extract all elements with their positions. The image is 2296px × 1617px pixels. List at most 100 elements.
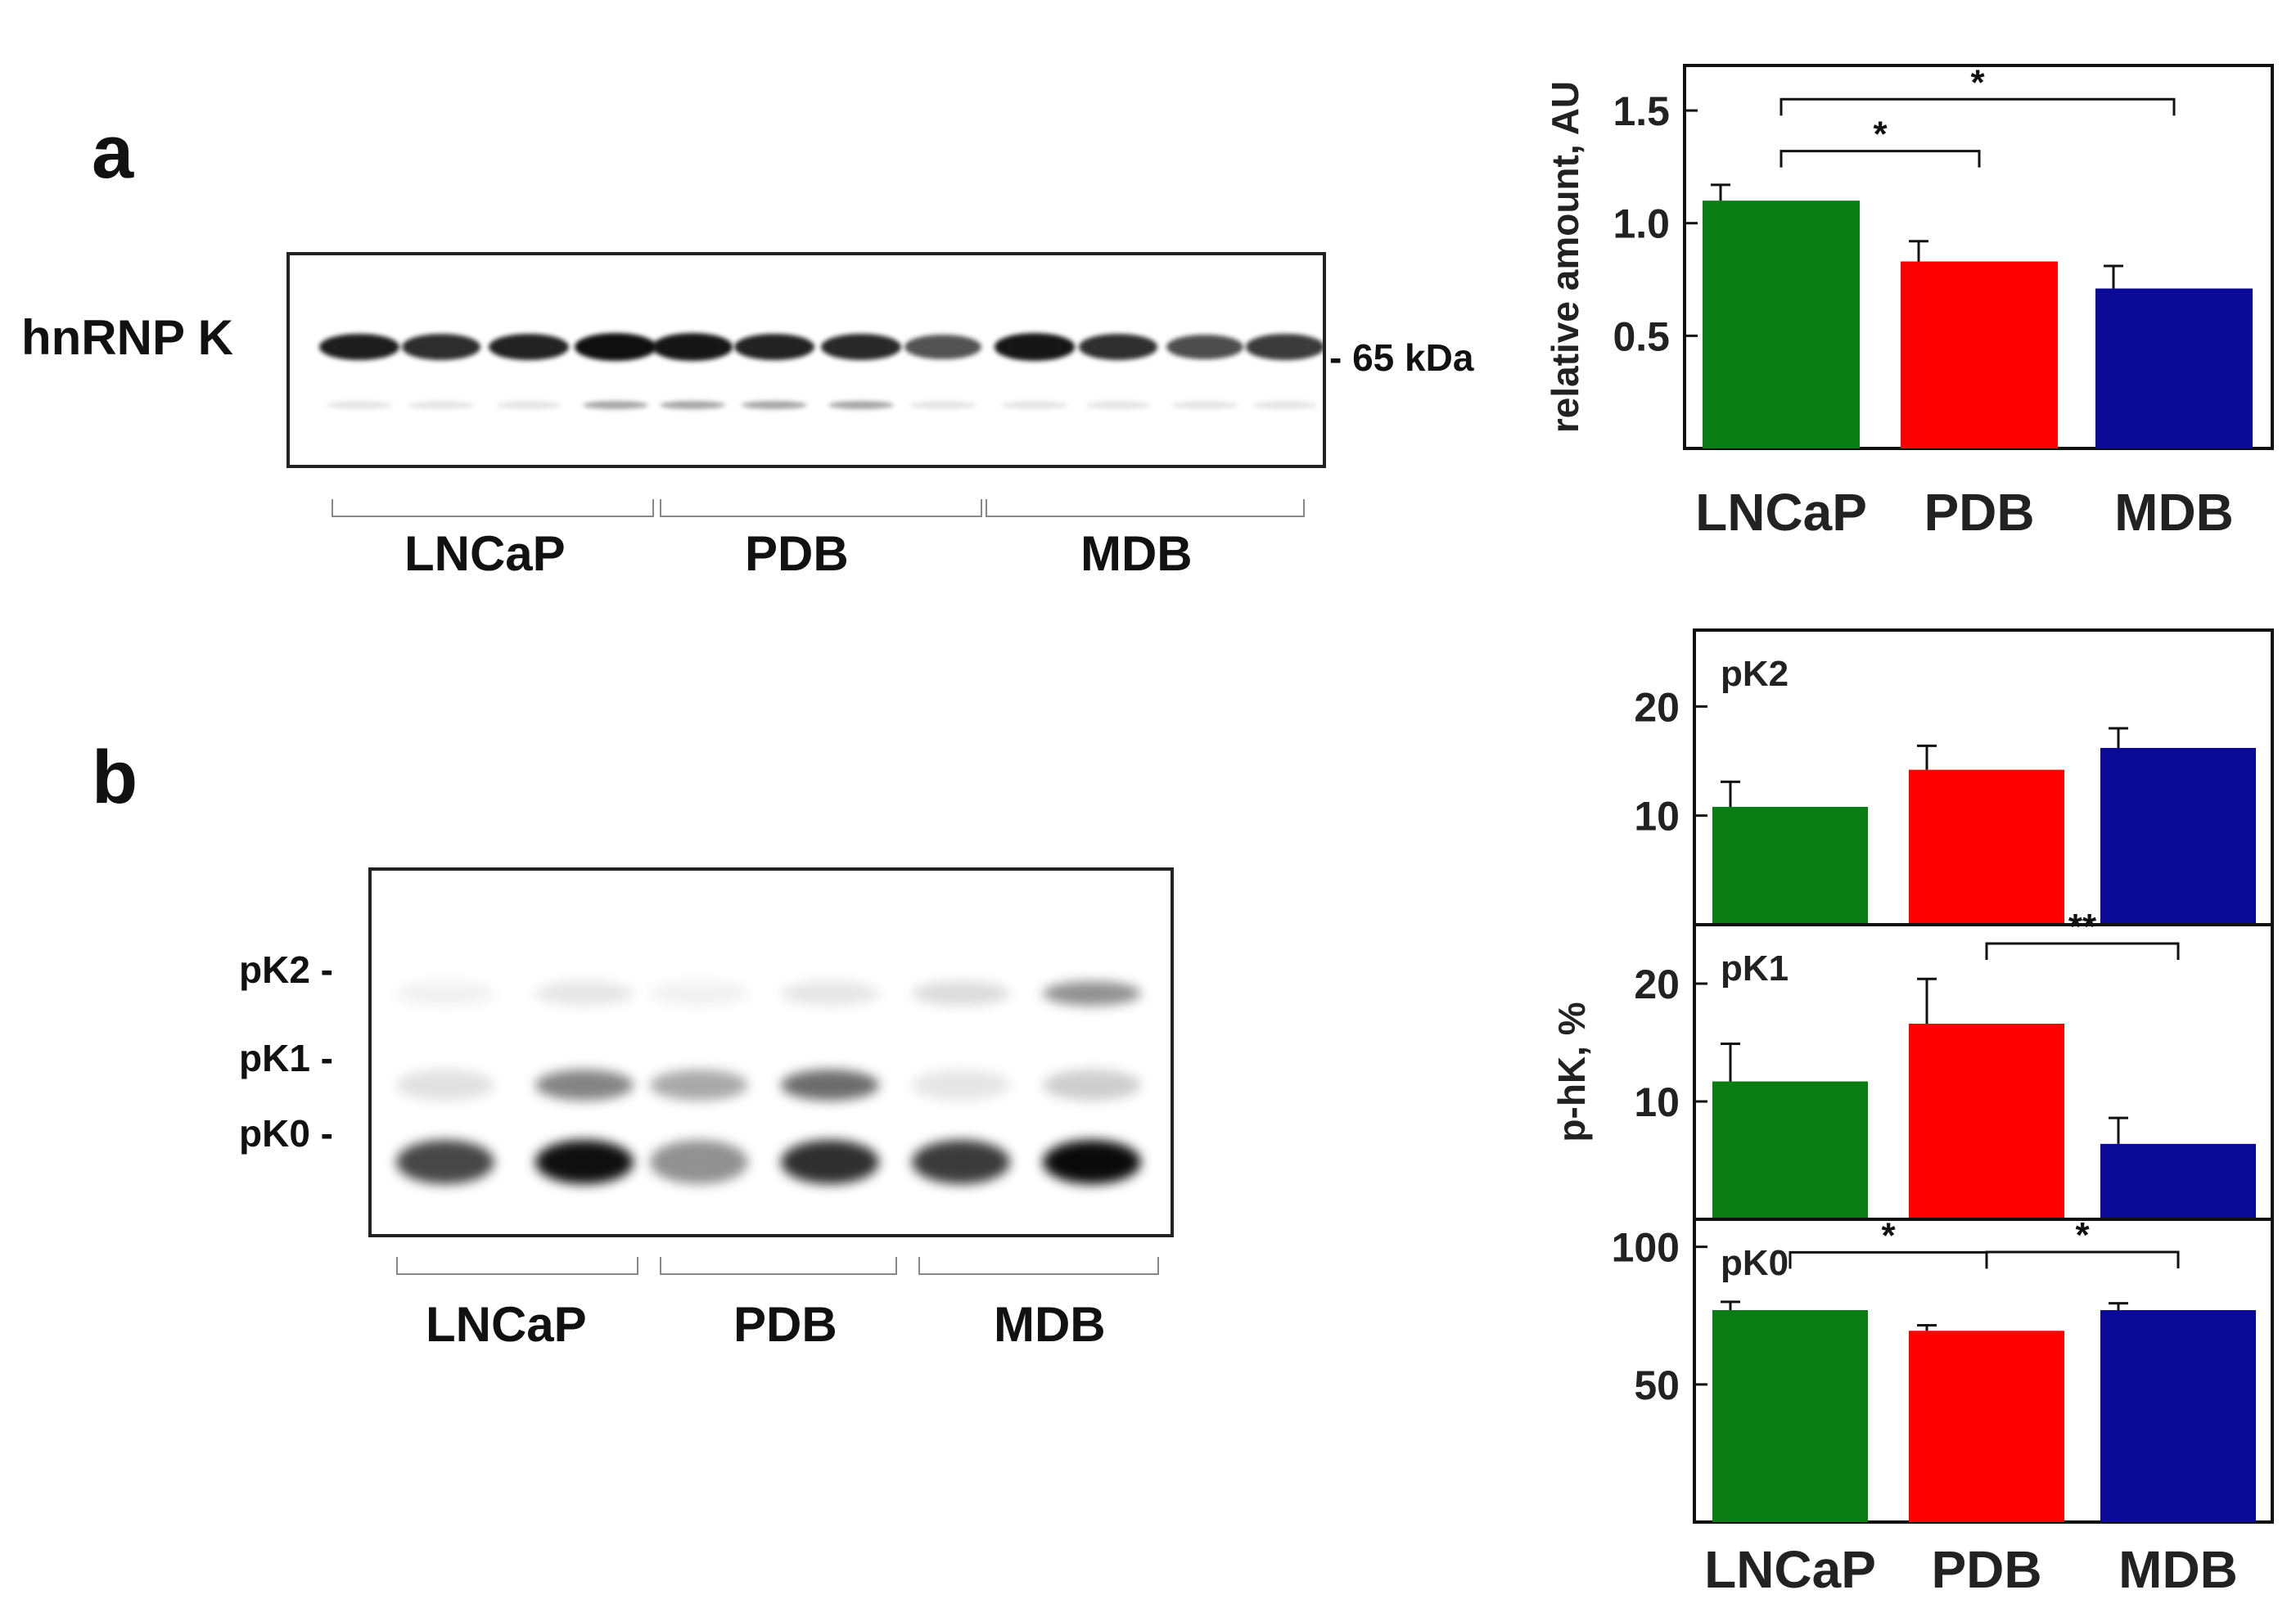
blot-b-band (1043, 981, 1141, 1006)
blot-b-band (781, 981, 879, 1006)
significance-marker: * (1881, 1215, 1896, 1255)
blot-a-band (734, 333, 814, 361)
significance-bracket (1985, 942, 2180, 961)
blot-a-faint-band (660, 401, 725, 409)
blot-b-band (781, 1070, 879, 1101)
y-tick-label: 10 (1634, 794, 1680, 840)
blot-b-band (1043, 1070, 1141, 1101)
blot-b-band (1043, 1140, 1141, 1184)
lane-group-bracket (660, 1257, 897, 1275)
western-blot-b (368, 867, 1174, 1237)
bar-chart-hnrnpk: 0.5 1.0 1.5 * * LNCaP PDB MDB relative amount, A… (1544, 62, 2274, 542)
bar-mdb (2095, 288, 2253, 448)
y-axis-label: p-hK, % (1550, 1002, 1593, 1142)
bar-lncap (1712, 807, 1868, 925)
blot-a-band (1246, 334, 1323, 360)
bar-lncap (1712, 1081, 1868, 1219)
blot-b-band-label-pk0: pK0 - (239, 1112, 333, 1155)
blot-a-band (318, 333, 400, 361)
blot-a-group-label-pdb: PDB (745, 526, 849, 581)
significance-bracket (1780, 150, 1981, 168)
y-axis-label: relative amount, AU (1544, 81, 1586, 433)
blot-a-faint-band (828, 401, 894, 409)
lane-group-bracket (396, 1257, 638, 1275)
western-blot-a (286, 252, 1326, 468)
blot-a-faint-band (1085, 401, 1151, 409)
blot-b-band (535, 1140, 634, 1184)
significance-marker: ** (2068, 907, 2097, 947)
bar-lncap (1703, 200, 1860, 449)
blot-b-group-label-lncap: LNCaP (426, 1297, 587, 1352)
bar-pdb (1909, 1331, 2064, 1522)
significance-marker: * (1873, 115, 1888, 155)
blot-a-faint-band (327, 401, 392, 409)
blot-a-band (821, 333, 901, 361)
blot-b-band (650, 1070, 748, 1101)
significance-marker: * (2075, 1215, 2090, 1255)
bar-mdb (2100, 1310, 2256, 1522)
blot-a-faint-band (1252, 401, 1318, 409)
y-tick-label: 20 (1634, 684, 1680, 730)
blot-a-band (1166, 334, 1243, 360)
blot-b-band (396, 981, 494, 1006)
y-tick-label: 0.5 (1613, 313, 1670, 359)
bar-chart-pk2: 10 20 pK2 (1634, 628, 2274, 926)
x-category-label: MDB (2118, 1540, 2238, 1599)
blot-b-band (912, 1140, 1010, 1184)
bar-chart-pk1: 10 20 pK1 ** (1634, 907, 2274, 1221)
blot-a-band (904, 335, 981, 359)
marker-65kda-label: - 65 kDa (1329, 336, 1474, 379)
significance-bracket (1780, 97, 2176, 116)
blot-b-band (535, 981, 634, 1006)
blot-a-group-label-mdb: MDB (1080, 526, 1193, 581)
blot-b-band (535, 1070, 634, 1101)
blot-a-faint-band (910, 401, 976, 409)
blot-a-faint-band (742, 401, 807, 409)
panel-label-pk2: pK2 (1721, 654, 1789, 694)
y-tick-label: 100 (1612, 1225, 1680, 1271)
blot-b-band (912, 981, 1010, 1006)
blot-b-band-label-pk1: pK1 - (239, 1037, 333, 1079)
blot-b-band (912, 1070, 1010, 1101)
y-tick-label: 10 (1634, 1079, 1680, 1125)
blot-b-band (650, 981, 748, 1006)
bar-mdb (2100, 748, 2256, 925)
y-tick-label: 1.0 (1613, 201, 1670, 247)
blot-b-band (396, 1140, 494, 1184)
lane-group-bracket (332, 499, 654, 517)
y-tick-label: 1.5 (1613, 88, 1670, 134)
bar-pdb (1901, 261, 2058, 448)
blot-a-faint-band (496, 401, 562, 409)
bar-mdb (2100, 1143, 2256, 1219)
blot-a-band (994, 333, 1076, 361)
blot-a-faint-band (408, 401, 474, 409)
panel-label-pk1: pK1 (1721, 948, 1789, 989)
x-category-label: PDB (1931, 1540, 2041, 1599)
significance-bracket (1985, 1250, 2180, 1268)
lane-group-bracket (918, 1257, 1159, 1275)
blot-a-faint-band (1172, 401, 1238, 409)
blot-b-band (396, 1070, 494, 1101)
blot-a-band (489, 333, 569, 361)
y-tick-label: 20 (1634, 962, 1680, 1007)
blot-a-label: hnRNP K (21, 310, 233, 365)
significance-marker: * (1970, 62, 1985, 102)
blot-a-faint-band (583, 401, 648, 409)
blot-a-band (652, 333, 733, 361)
blot-a-group-label-lncap: LNCaP (404, 526, 566, 581)
panel-label-pk0: pK0 (1721, 1243, 1789, 1283)
lane-group-bracket (986, 499, 1305, 517)
bar-lncap (1712, 1310, 1868, 1522)
lane-group-bracket (660, 499, 982, 517)
blot-b-group-label-pdb: PDB (733, 1297, 837, 1352)
blot-a-faint-band (1002, 401, 1067, 409)
x-category-label: PDB (1924, 483, 2034, 542)
blot-b-band (650, 1140, 748, 1184)
blot-a-band (1078, 334, 1158, 360)
blot-a-band (575, 333, 656, 361)
bar-chart-pk0: 50 100 pK0 * * (1612, 1215, 2274, 1524)
blot-a-band (401, 333, 481, 360)
x-category-label: LNCaP (1704, 1540, 1876, 1599)
panel-letter-b: b (92, 736, 138, 819)
